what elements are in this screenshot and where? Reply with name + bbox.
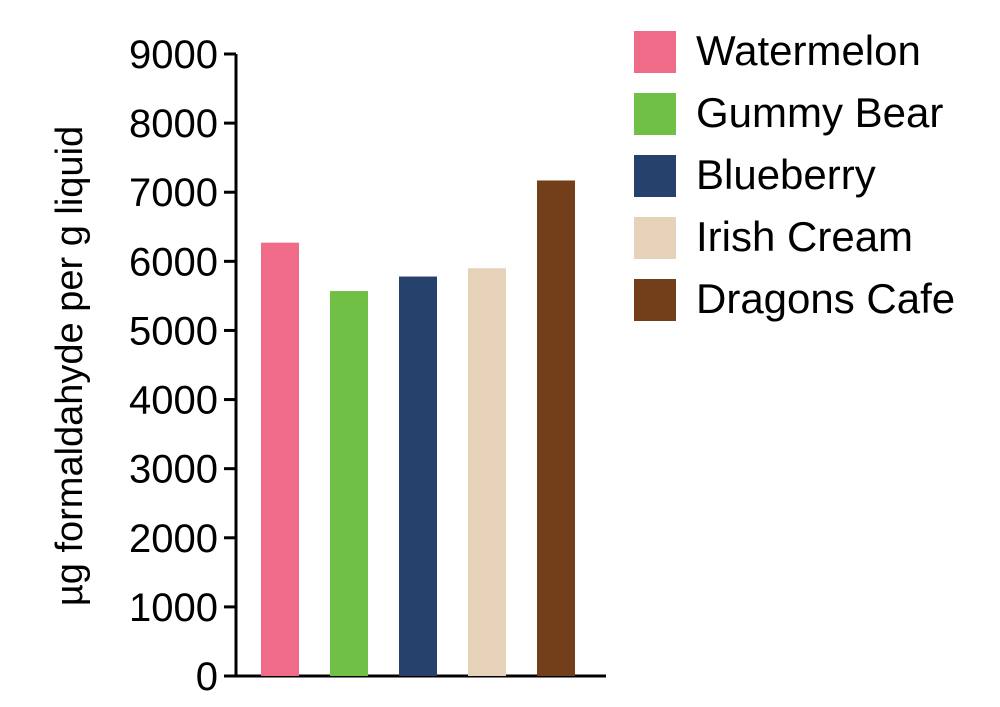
- legend-swatch: [634, 279, 676, 321]
- y-tick-label: 1000: [129, 586, 218, 630]
- y-tick-label: 6000: [129, 240, 218, 284]
- y-tick-label: 0: [196, 655, 218, 699]
- bar-blueberry: [399, 276, 437, 676]
- bars: [261, 180, 575, 676]
- y-tick-label: 8000: [129, 102, 218, 146]
- legend-label: Blueberry: [696, 151, 876, 198]
- legend-label: Watermelon: [696, 27, 921, 74]
- legend-swatch: [634, 217, 676, 259]
- legend-label: Irish Cream: [696, 213, 913, 260]
- bar-watermelon: [261, 242, 299, 676]
- bar-gummy-bear: [330, 291, 368, 676]
- legend-label: Gummy Bear: [696, 89, 943, 136]
- legend-swatch: [634, 93, 676, 135]
- bar-dragons-cafe: [537, 180, 575, 676]
- y-axis-label: µg formaldahyde per g liquid: [49, 126, 91, 606]
- y-tick-label: 3000: [129, 448, 218, 492]
- legend-label: Dragons Cafe: [696, 275, 955, 322]
- y-tick-label: 4000: [129, 379, 218, 423]
- bar-irish-cream: [468, 268, 506, 676]
- y-tick-label: 9000: [129, 33, 218, 77]
- y-tick-label: 2000: [129, 517, 218, 561]
- legend-swatch: [634, 31, 676, 73]
- y-tick-label: 5000: [129, 309, 218, 353]
- y-axis: 0 1000 2000 3000 4000 5000 6000 7000 8000 9000: [129, 33, 238, 699]
- legend: Watermelon Gummy Bear Blueberry Irish Cream…: [634, 27, 955, 322]
- legend-swatch: [634, 155, 676, 197]
- y-tick-label: 7000: [129, 171, 218, 215]
